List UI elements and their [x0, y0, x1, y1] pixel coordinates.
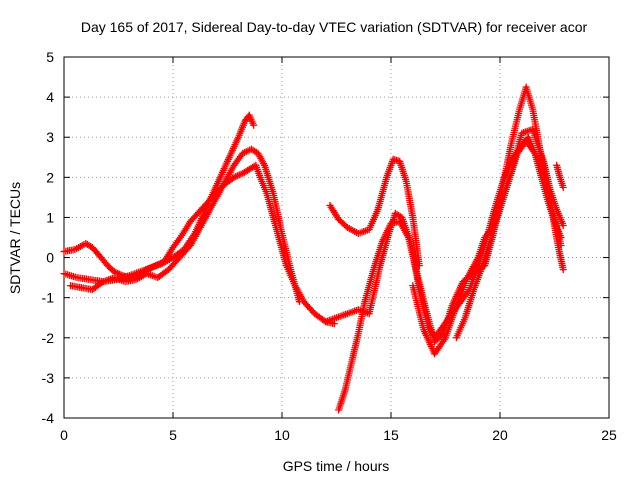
plot-frame [63, 56, 610, 419]
x-tick-label: 15 [383, 427, 399, 443]
y-tick-label: 4 [46, 89, 54, 105]
x-tick-label: 25 [601, 427, 617, 443]
series-2 [60, 111, 258, 286]
chart-title: Day 165 of 2017, Sidereal Day-to-day VTE… [81, 19, 588, 35]
y-tick-label: -2 [42, 330, 55, 346]
y-tick-label: -1 [42, 290, 55, 306]
x-tick-label: 10 [274, 427, 290, 443]
x-tick-label: 20 [492, 427, 508, 443]
y-tick-label: -3 [42, 370, 55, 386]
series-3 [67, 145, 303, 306]
series-6 [335, 83, 567, 414]
y-tick-label: 1 [46, 209, 54, 225]
series-1 [60, 161, 338, 328]
data-point [250, 121, 258, 129]
series-4 [326, 155, 423, 270]
x-tick-label: 5 [169, 427, 177, 443]
series-9 [553, 161, 567, 191]
data-point [559, 266, 567, 274]
series-8 [452, 137, 565, 342]
data-point [559, 221, 567, 229]
x-tick-label: 0 [60, 427, 68, 443]
grid [64, 57, 609, 418]
y-tick-label: 2 [46, 169, 54, 185]
data-point [295, 298, 303, 306]
data-marks [60, 83, 567, 414]
y-tick-label: 0 [46, 250, 54, 266]
axis-ticks: 0 5 10 15 20 25 -4 -3 -2 -1 0 1 2 3 4 5 [42, 49, 617, 443]
x-axis-label: GPS time / hours [283, 458, 390, 474]
data-point [559, 183, 567, 191]
y-tick-label: 3 [46, 129, 54, 145]
y-tick-label: -4 [42, 410, 55, 426]
y-tick-label: 5 [46, 49, 54, 65]
data-point [557, 242, 565, 250]
y-axis-label: SDTVAR / TECUs [7, 182, 23, 294]
series-5 [322, 133, 565, 342]
